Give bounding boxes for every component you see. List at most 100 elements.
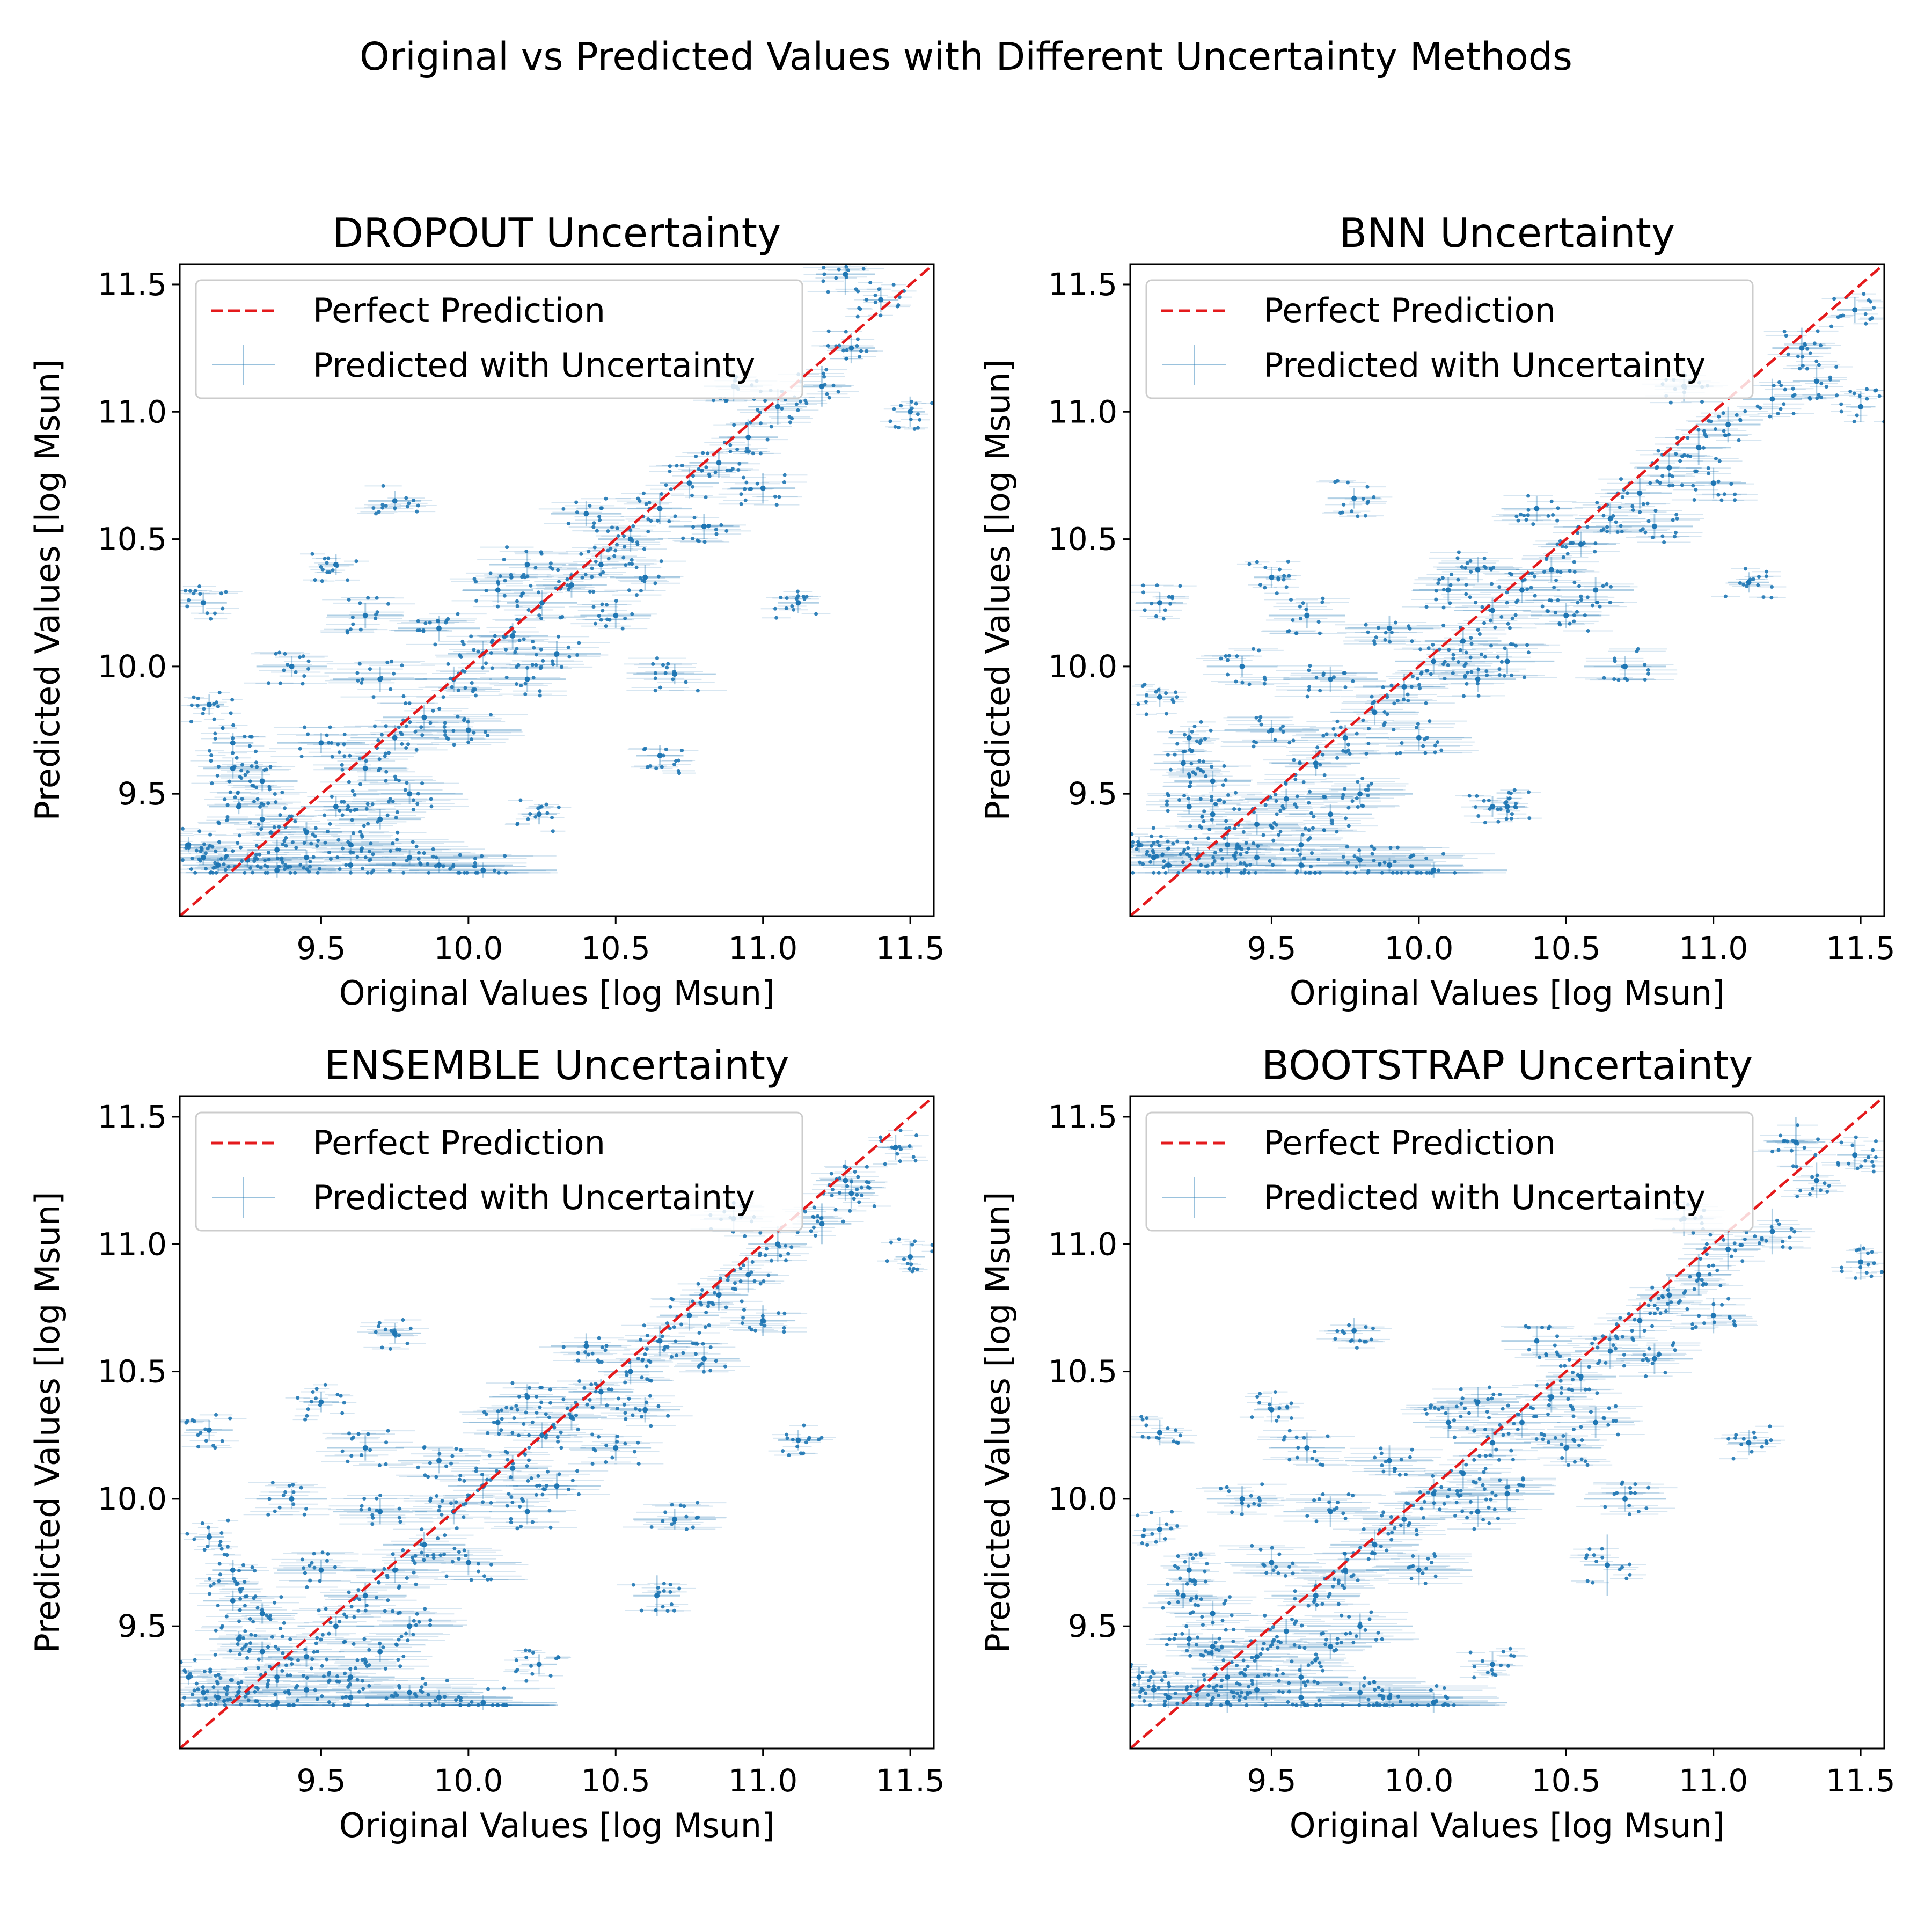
subplot-title: ENSEMBLE Uncertainty — [325, 1042, 789, 1089]
data-point — [1192, 1664, 1263, 1690]
data-point — [633, 1509, 716, 1529]
x-tick-label: 11.0 — [1679, 930, 1748, 967]
legend-label-predicted: Predicted with Uncertainty — [1263, 346, 1706, 385]
scatter-points — [180, 1129, 934, 1710]
data-point — [1345, 615, 1434, 641]
x-tick-label: 11.5 — [1826, 1762, 1896, 1799]
data-point — [1575, 503, 1646, 535]
data-point — [1792, 365, 1840, 397]
y-tick-label: 10.5 — [98, 521, 167, 558]
legend-box — [195, 279, 803, 399]
data-point — [1584, 1486, 1666, 1512]
axes-frame — [179, 1095, 935, 1750]
legend-box — [195, 1111, 803, 1232]
data-point — [1557, 577, 1634, 603]
y-tick-label: 11.5 — [98, 1099, 167, 1135]
y-tick-label: 10.0 — [1048, 1481, 1117, 1517]
data-point — [1224, 1549, 1319, 1576]
data-point — [301, 796, 371, 817]
subplot-3: ENSEMBLE Uncertainty 9.5 10.0 10.5 11.0 11.5 9… — [28, 1042, 945, 1845]
subplot-2: BNN Uncertainty 9.5 10.0 10.5 11.0 11.5 9.5 10.… — [978, 209, 1896, 1013]
data-point — [1636, 452, 1702, 484]
y-tick-label: 9.5 — [1068, 1608, 1117, 1644]
data-point — [1846, 1244, 1876, 1280]
subplot-title: BOOTSTRAP Uncertainty — [1262, 1042, 1753, 1089]
data-point — [1460, 648, 1555, 675]
y-tick-label: 11.5 — [1048, 1099, 1117, 1135]
perfect-prediction-line — [180, 264, 934, 916]
data-point — [226, 771, 298, 792]
legend-label-perfect: Perfect Prediction — [313, 1123, 605, 1162]
legend: Perfect Prediction Predicted with Uncerta… — [195, 279, 803, 399]
data-point — [1212, 1679, 1301, 1700]
legend: Perfect Prediction Predicted with Uncerta… — [195, 1111, 803, 1232]
data-point — [513, 1473, 601, 1499]
x-tick-label: 10.5 — [581, 1762, 650, 1799]
y-axis-label: Predicted Values [log Msun] — [978, 1191, 1018, 1653]
data-point — [1681, 467, 1746, 499]
data-point — [1483, 1407, 1561, 1438]
data-point — [1159, 799, 1219, 815]
legend-label-predicted: Predicted with Uncertainty — [313, 346, 755, 385]
data-point — [356, 784, 463, 804]
x-tick-label: 10.5 — [1532, 930, 1601, 967]
axes-frame — [179, 263, 935, 917]
data-point — [1283, 666, 1378, 692]
data-point — [1216, 1644, 1298, 1670]
data-point — [1743, 1208, 1802, 1255]
x-tick-label: 10.0 — [434, 1762, 503, 1799]
y-tick-label: 10.0 — [98, 1481, 167, 1517]
data-point — [1245, 788, 1328, 809]
scatter-density — [180, 264, 934, 875]
y-tick-label: 11.0 — [98, 393, 167, 430]
data-point — [1489, 796, 1525, 817]
data-point — [1837, 297, 1873, 323]
data-point — [203, 1590, 262, 1611]
figure-title: Original vs Predicted Values with Differ… — [360, 34, 1572, 79]
axes-frame — [1129, 263, 1885, 917]
legend-box — [1145, 1111, 1754, 1232]
subplot-1: DROPOUT Uncertainty 9.5 10.0 10.5 11.0 11.5 9.… — [28, 209, 945, 1013]
data-point — [1245, 1618, 1328, 1644]
legend-label-predicted: Predicted with Uncertainty — [1263, 1178, 1706, 1217]
data-point — [1366, 725, 1472, 751]
data-point — [1439, 1496, 1516, 1527]
y-tick-label: 11.0 — [98, 1226, 167, 1262]
data-point — [1584, 1534, 1631, 1596]
data-point — [244, 1667, 310, 1688]
x-tick-label: 9.5 — [296, 1762, 346, 1799]
subplot-title: DROPOUT Uncertainty — [333, 209, 781, 257]
x-tick-label: 11.0 — [728, 1762, 797, 1799]
data-point — [365, 1689, 513, 1706]
y-tick-label: 10.5 — [1048, 1353, 1117, 1390]
data-point — [1174, 771, 1252, 792]
data-point — [1501, 495, 1572, 522]
data-point — [218, 862, 336, 878]
data-point — [262, 1682, 351, 1698]
data-point — [212, 733, 254, 753]
scatter-points — [180, 264, 934, 878]
data-point — [660, 467, 719, 499]
data-point — [1516, 557, 1587, 583]
axes-frame — [1129, 1095, 1885, 1750]
x-tick-label: 11.5 — [1826, 930, 1896, 967]
data-point — [203, 852, 292, 868]
perfect-prediction-line — [180, 1096, 934, 1748]
data-point — [194, 1527, 224, 1548]
y-tick-label: 11.5 — [1048, 266, 1117, 303]
legend-errorbar-icon — [1162, 1177, 1226, 1218]
data-point — [365, 857, 513, 873]
data-point — [1531, 603, 1602, 628]
data-point — [409, 862, 557, 878]
data-point — [489, 552, 566, 577]
x-axis-label: Original Values [log Msun] — [339, 1806, 775, 1845]
data-point — [1363, 1504, 1446, 1535]
data-point — [226, 1603, 298, 1624]
data-point — [297, 1616, 375, 1637]
x-tick-label: 11.5 — [876, 1762, 945, 1799]
data-point — [551, 501, 622, 526]
data-point — [568, 552, 634, 577]
legend: Perfect Prediction Predicted with Uncerta… — [1145, 279, 1754, 399]
data-point — [327, 603, 404, 628]
data-point — [1289, 1634, 1372, 1659]
